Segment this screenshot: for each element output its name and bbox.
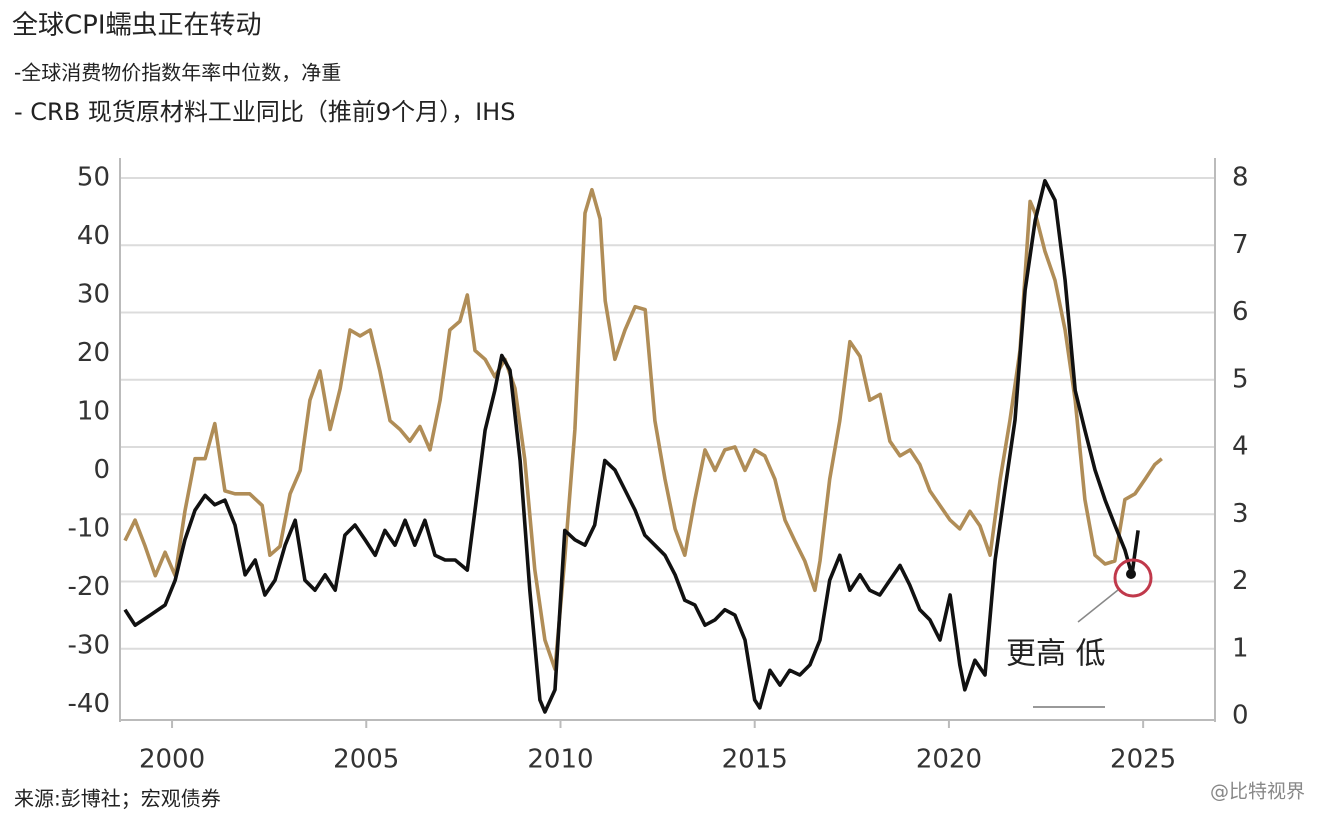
y2-tick-label: 6: [1232, 297, 1249, 327]
y-tick-label: 40: [77, 221, 110, 251]
y-tick-label: 0: [93, 455, 110, 485]
y-tick-label: -10: [68, 513, 110, 543]
series-line: [123, 178, 1140, 714]
subtitle: - CRB 现货原材料工业同比（推前9个月），IHS: [14, 98, 515, 126]
y-tick-label: -20: [68, 572, 110, 602]
x-tick-label: 2010: [527, 745, 593, 775]
x-tick-label: 2015: [722, 745, 788, 775]
x-tick-label: 2005: [333, 745, 399, 775]
y2-tick-label: 5: [1232, 364, 1249, 394]
y-tick-label: -30: [68, 630, 110, 660]
y-tick-label: 10: [77, 396, 110, 426]
watermark: @比特视界: [1210, 781, 1305, 803]
y-tick-label: 20: [77, 338, 110, 368]
y2-tick-label: 7: [1232, 230, 1249, 260]
x-tick-label: 2025: [1110, 745, 1176, 775]
y2-tick-label: 8: [1232, 163, 1249, 193]
y-tick-label: -40: [68, 689, 110, 719]
annotation-arrow: [1077, 589, 1119, 623]
source: 来源:彭博社；宏观债券: [14, 787, 221, 811]
series-line: [123, 187, 1163, 671]
y-tick-label: 30: [77, 279, 110, 309]
subtitle: -全球消费物价指数年率中位数，净重: [14, 61, 341, 85]
y-tick-label: 50: [77, 163, 110, 193]
annotation: 更高 低: [1006, 637, 1106, 672]
y2-tick-label: 3: [1232, 499, 1249, 529]
x-tick-label: 2000: [139, 745, 205, 775]
y2-tick-label: 4: [1232, 432, 1249, 462]
chart-title: 全球CPI蠕虫正在转动: [12, 11, 262, 41]
y2-tick-label: 2: [1232, 566, 1249, 596]
y2-tick-label: 0: [1232, 701, 1249, 731]
highlight-circle: [1113, 558, 1153, 598]
highlight-dot: [1126, 569, 1136, 579]
x-tick-label: 2020: [916, 745, 982, 775]
y2-tick-label: 1: [1232, 633, 1249, 663]
